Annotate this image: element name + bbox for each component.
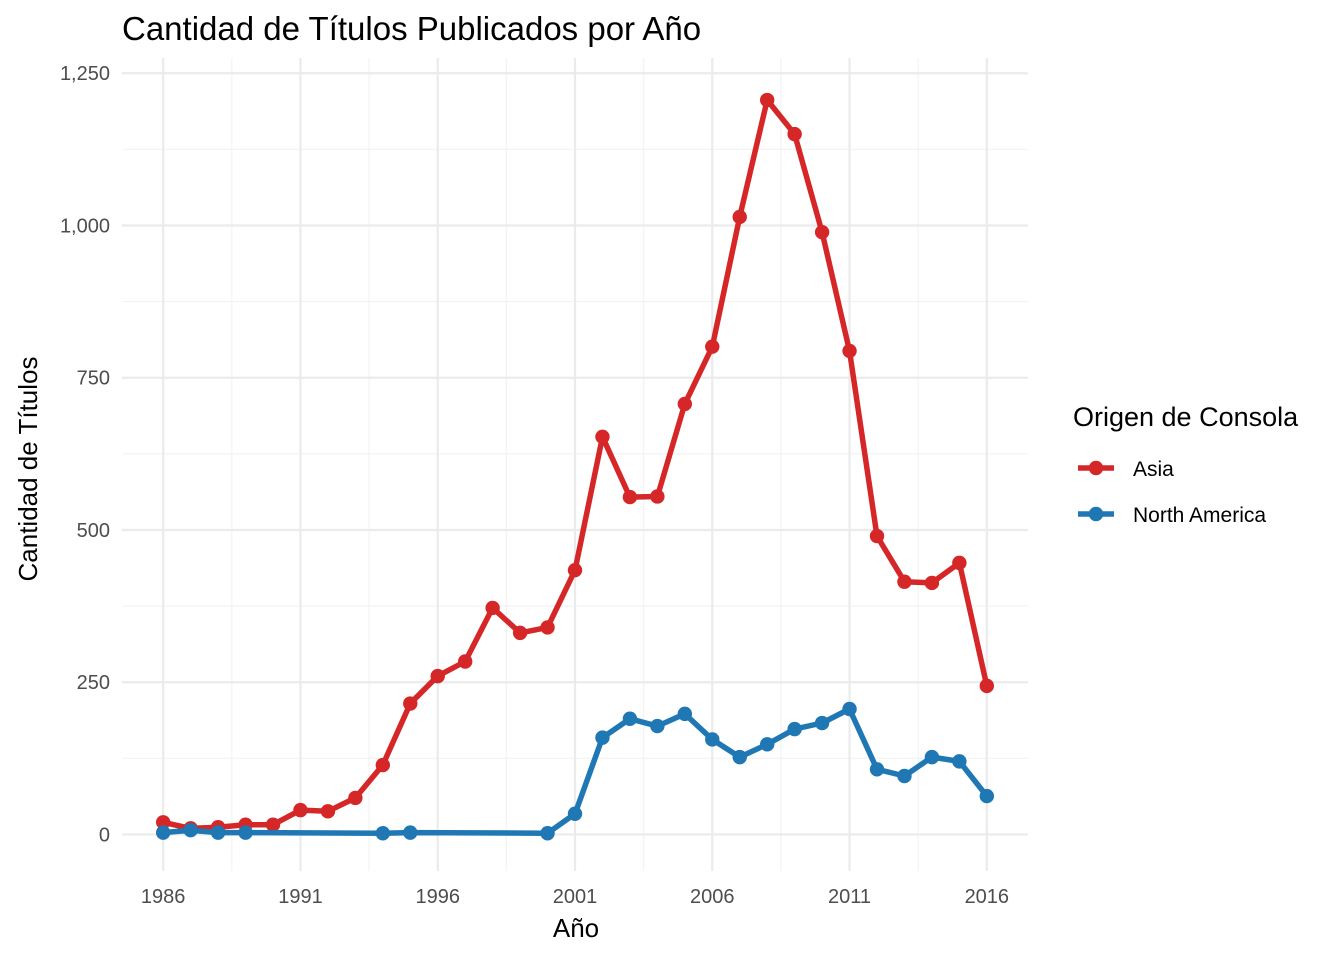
data-point [897,574,912,589]
data-point [155,815,171,830]
x-tick-label: 1996 [415,886,460,908]
plot-series [155,92,995,841]
data-point [375,826,391,841]
data-point [595,730,610,745]
legend: Origen de Consola Asia North America [1073,402,1299,527]
data-point [869,762,885,777]
data-point [979,788,995,804]
data-point [155,825,171,840]
x-tick-label: 2011 [828,886,871,908]
data-point [814,715,830,731]
x-axis-ticks: 1986 1991 1996 2001 2006 2011 2016 [141,886,1009,908]
y-tick-label: 500 [77,520,110,542]
y-axis-title: Cantidad de Títulos [13,357,43,582]
data-point [265,817,281,832]
data-point [759,737,775,752]
x-tick-label: 2006 [690,886,735,908]
data-point [952,555,967,571]
data-point [677,396,693,412]
chart-title: Cantidad de Títulos Publicados por Año [122,10,701,47]
x-tick-label: 1986 [141,886,186,908]
data-point [320,804,336,819]
legend-swatch-point [1088,506,1104,522]
x-tick-label: 2016 [965,886,1010,908]
y-tick-label: 1,250 [60,63,110,85]
y-tick-label: 0 [99,824,110,846]
data-point [567,806,583,821]
data-point [567,562,583,578]
legend-swatch-point [1088,460,1104,476]
data-point [759,92,775,108]
data-point [540,620,555,635]
data-point [650,718,665,734]
legend-label: North America [1133,504,1266,527]
legend-label: Asia [1133,458,1174,481]
data-point [650,489,665,504]
data-point [842,343,857,359]
data-point [238,825,253,840]
data-point [485,600,500,616]
plot-grid [122,58,1028,871]
data-point [814,224,830,240]
legend-items: Asia North America [1078,458,1266,527]
x-tick-label: 1991 [278,886,323,908]
data-point [869,528,885,544]
y-tick-label: 750 [77,368,110,390]
data-point [952,754,967,769]
data-point [924,749,940,765]
data-point [375,757,391,773]
data-point [677,706,693,722]
x-tick-label: 2001 [553,886,598,908]
data-point [787,126,802,142]
data-point [622,489,638,505]
data-point [540,826,555,841]
y-tick-label: 250 [77,672,110,694]
data-point [979,678,995,694]
legend-title: Origen de Consola [1073,402,1299,432]
data-point [705,732,720,747]
data-point [403,825,418,840]
data-point [403,696,418,711]
data-point [183,822,198,838]
data-point [705,339,720,354]
data-point [348,790,363,806]
data-point [512,625,528,641]
y-axis-ticks: 0 250 500 750 1,000 1,250 [60,63,110,846]
data-point [622,711,638,726]
y-tick-label: 1,000 [60,215,110,237]
data-point [732,209,747,225]
data-point [293,802,308,818]
x-axis-title: Año [553,913,599,943]
data-point [430,668,445,684]
data-point [457,654,473,669]
data-point [595,429,610,444]
data-point [842,701,857,717]
data-point [924,575,940,591]
data-point [732,749,747,765]
data-point [897,768,912,784]
data-point [787,721,802,737]
data-point [210,825,226,840]
